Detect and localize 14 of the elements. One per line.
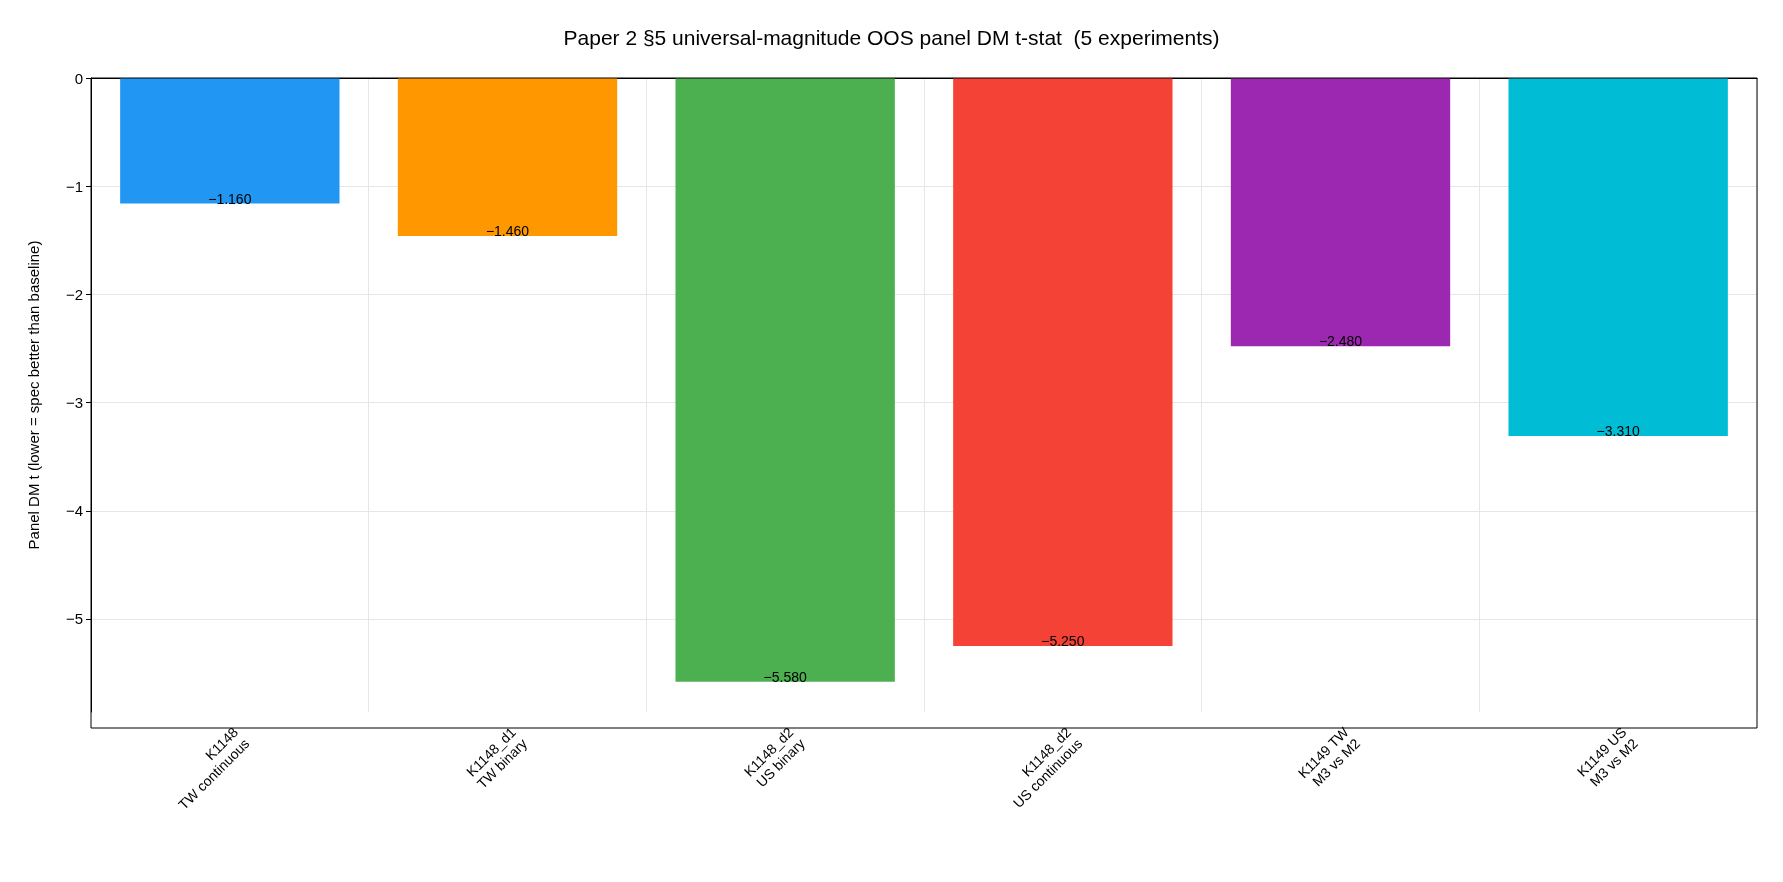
data-label: −1.460 <box>485 222 530 239</box>
y-tick-label: 0 <box>74 69 83 87</box>
data-label: −5.580 <box>763 668 807 685</box>
data-label: −1.160 <box>208 190 252 207</box>
y-tick-label: −1 <box>65 177 83 195</box>
y-tick-label: −4 <box>65 502 83 520</box>
y-tick-label: −3 <box>65 394 83 412</box>
y-axis-title: Panel DM t (lower = spec better than baseline) <box>25 240 42 550</box>
chart-title: Paper 2 §5 universal-magnitude OOS panel DM t-stat (5 experiments) <box>563 26 1220 49</box>
data-label: −3.310 <box>1596 423 1640 440</box>
y-tick-label: −5 <box>65 610 83 628</box>
data-label: −5.250 <box>1041 633 1085 649</box>
y-tick-label: −2 <box>65 285 83 303</box>
data-label: −2.480 <box>1318 333 1363 350</box>
